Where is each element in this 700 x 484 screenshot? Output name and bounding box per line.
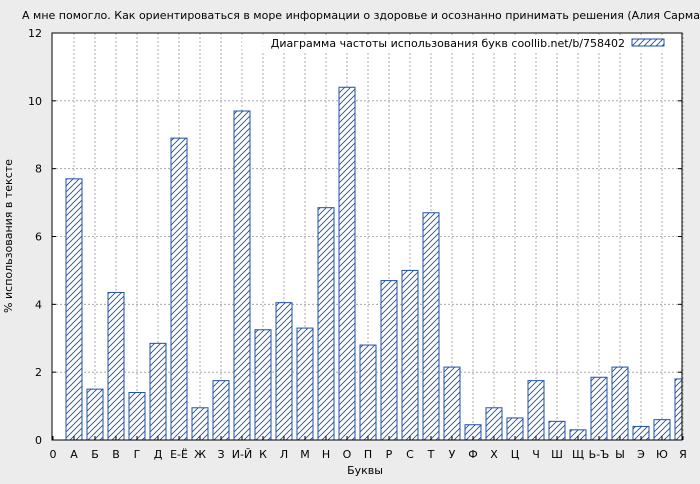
x-tick-label: Л <box>280 448 288 461</box>
bars-group <box>65 86 683 441</box>
y-tick-label: 4 <box>35 298 42 311</box>
x-tick-label: Е-Ё <box>170 448 188 461</box>
x-tick-label: У <box>449 448 456 461</box>
y-tick-label: 10 <box>28 95 42 108</box>
x-tick-label: Д <box>154 448 163 461</box>
bar <box>422 212 440 441</box>
chart-title: А мне помогло. Как ориентироваться в мор… <box>22 9 700 22</box>
legend-label: Диаграмма частоты использования букв coo… <box>271 37 625 50</box>
bar <box>86 388 104 441</box>
bar <box>212 380 230 441</box>
legend: Диаграмма частоты использования букв coo… <box>242 36 678 52</box>
bar <box>275 302 293 441</box>
bar <box>170 137 188 441</box>
x-tick-label: Ю <box>656 448 668 461</box>
x-tick-label: Щ <box>572 448 584 461</box>
y-tick-label: 6 <box>35 231 42 244</box>
bar <box>485 407 503 441</box>
x-tick-label: О <box>343 448 352 461</box>
bar <box>380 280 398 441</box>
x-tick-label: М <box>300 448 310 461</box>
x-tick-label: Б <box>91 448 99 461</box>
bar <box>296 327 314 441</box>
y-tick-label: 12 <box>28 27 42 40</box>
bar <box>590 376 608 441</box>
x-tick-label: И-Й <box>232 448 252 461</box>
x-tick-label: Т <box>427 448 435 461</box>
bar <box>128 392 146 441</box>
bar <box>149 342 167 441</box>
x-tick-label: Ш <box>551 448 563 461</box>
x-tick-label: С <box>406 448 414 461</box>
bar <box>611 366 629 441</box>
x-tick-label: Я <box>679 448 687 461</box>
x-tick-label: Г <box>134 448 141 461</box>
bar <box>317 207 335 441</box>
x-tick-label: Р <box>386 448 393 461</box>
x-tick-label: А <box>70 448 78 461</box>
x-tick-label: 0 <box>50 448 57 461</box>
bar <box>254 329 272 441</box>
bar <box>443 366 461 441</box>
x-tick-label: Э <box>637 448 645 461</box>
bar <box>107 291 125 441</box>
y-axis: 0 2 4 6 8 10 12 <box>28 27 682 447</box>
legend-swatch <box>631 38 665 47</box>
bar <box>233 110 251 441</box>
x-tick-label: К <box>259 448 267 461</box>
legend-box <box>242 36 678 52</box>
x-tick-label: Ы <box>615 448 625 461</box>
x-tick-label: Н <box>322 448 330 461</box>
bar <box>65 178 83 441</box>
x-tick-label: Ф <box>468 448 477 461</box>
x-axis: 0 А Б В Г Д Е-Ё Ж З И-Й К Л М Н О П Р С Т У Ф Х Ц Ч Ш Щ Ь-Ъ Ы Э Ю Я <box>50 436 687 461</box>
bar <box>527 380 545 441</box>
x-tick-label: З <box>217 448 224 461</box>
bar <box>674 378 683 441</box>
y-tick-label: 0 <box>35 434 42 447</box>
x-axis-label: Буквы <box>347 464 383 477</box>
bar <box>338 86 356 441</box>
y-tick-label: 2 <box>35 366 42 379</box>
x-tick-label: Х <box>490 448 498 461</box>
x-tick-label: П <box>364 448 372 461</box>
bar <box>191 407 209 441</box>
y-tick-label: 8 <box>35 163 42 176</box>
x-tick-label: В <box>112 448 120 461</box>
x-tick-label: Ж <box>194 448 206 461</box>
x-tick-label: Ц <box>511 448 520 461</box>
x-tick-label: Ь-Ъ <box>589 448 610 461</box>
y-axis-label: % использования в тексте <box>2 159 15 313</box>
bar <box>359 344 377 441</box>
x-tick-label: Ч <box>532 448 540 461</box>
bar <box>401 269 419 441</box>
